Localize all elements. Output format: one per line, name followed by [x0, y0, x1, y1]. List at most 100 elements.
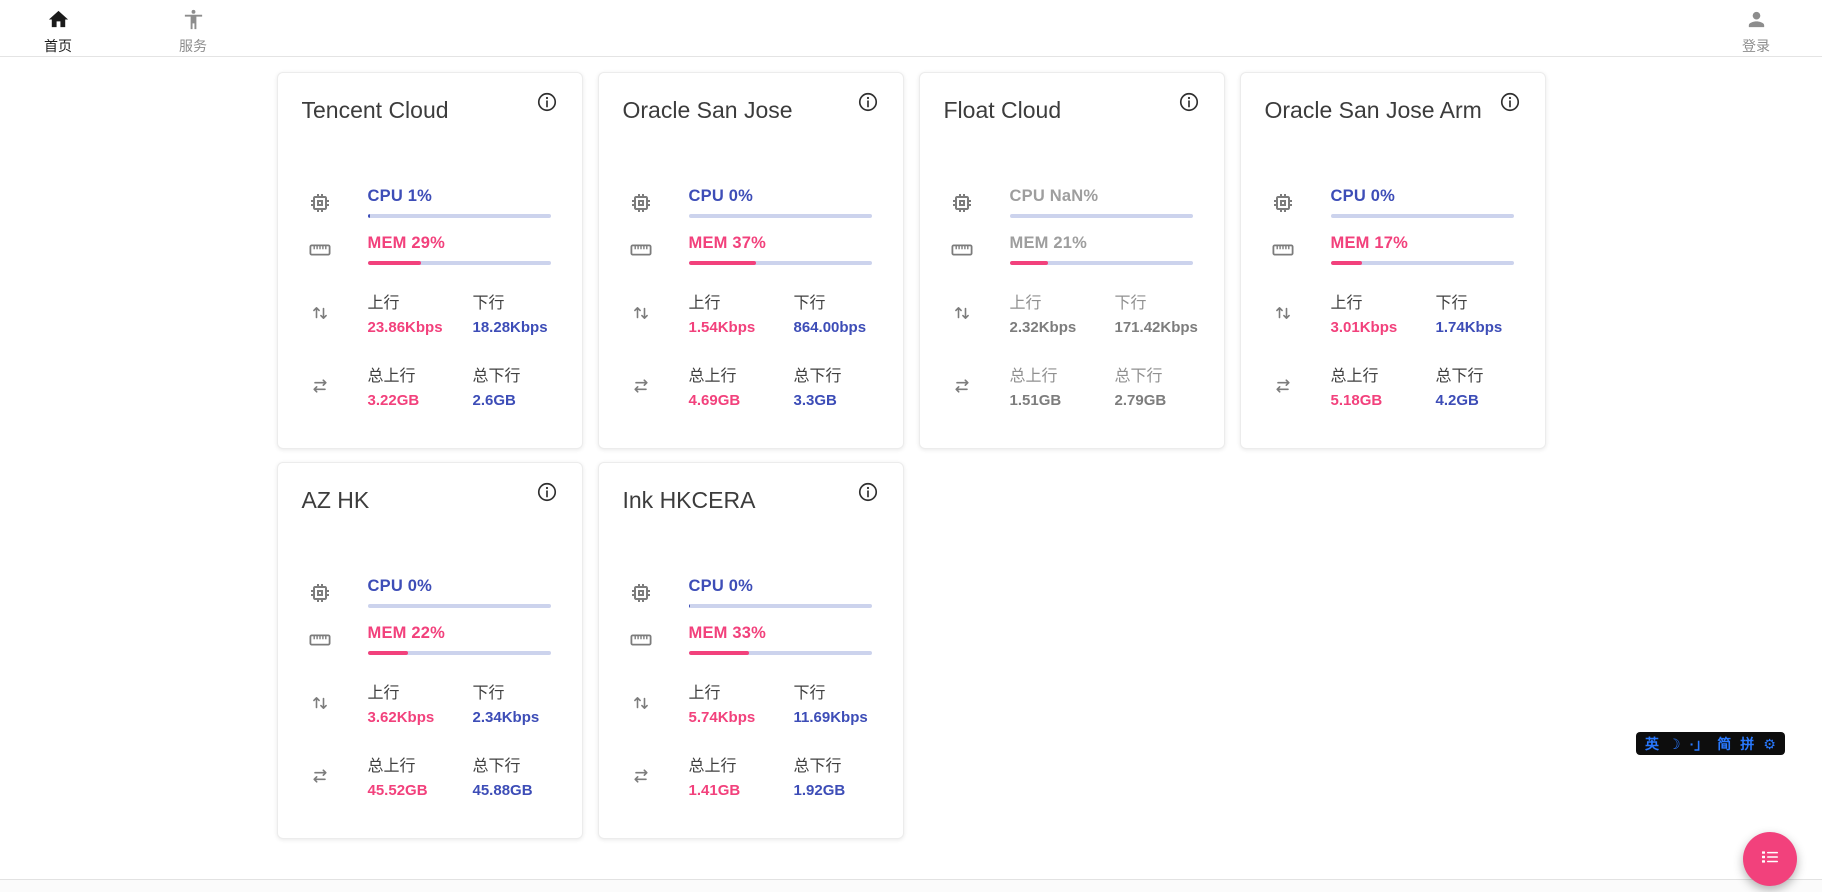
upload-value: 3.01Kbps [1330, 319, 1398, 336]
info-icon[interactable] [857, 91, 879, 113]
total-download-value: 3.3GB [793, 392, 837, 409]
top-nav: 首页 服务 登录 [0, 0, 1822, 57]
updown-arrows-icon [629, 691, 653, 715]
ime-simplified[interactable]: 简 [1717, 735, 1732, 752]
cpu-progress-track [1330, 214, 1514, 218]
mem-progress-track [688, 651, 872, 655]
upload-value: 3.62Kbps [367, 709, 435, 726]
server-card: Oracle San Jose Arm CPU 0% [1239, 72, 1546, 449]
download-label: 下行 [472, 295, 505, 312]
cpu-progress-fill [688, 604, 691, 608]
nav-item-login[interactable]: 登录 [1714, 4, 1798, 53]
cpu-progress-fill [367, 214, 371, 218]
cpu-progress-track [688, 214, 872, 218]
upload-label: 上行 [1009, 295, 1042, 312]
swap-horiz-icon [308, 374, 332, 398]
info-icon[interactable] [1178, 91, 1200, 113]
cpu-usage-label: CPU 0% [367, 577, 432, 595]
cpu-chip-icon [308, 581, 332, 605]
total-upload-value: 4.69GB [688, 392, 741, 409]
total-download-value: 2.6GB [472, 392, 516, 409]
server-name: Oracle San Jose Arm [1264, 97, 1482, 123]
total-upload-label: 总上行 [688, 368, 737, 385]
server-name: Ink HKCERA [622, 487, 756, 513]
ime-pinyin[interactable]: 拼 [1740, 735, 1755, 752]
updown-arrows-icon [308, 301, 332, 325]
nav-item-label: 登录 [1742, 37, 1770, 54]
mem-usage-label: MEM 33% [688, 624, 767, 642]
memory-stick-icon [629, 238, 653, 262]
total-download-label: 总下行 [1114, 368, 1163, 385]
updown-arrows-icon [629, 301, 653, 325]
updown-arrows-icon [950, 301, 974, 325]
server-name: Float Cloud [943, 97, 1062, 123]
mem-usage-label: MEM 21% [1009, 234, 1088, 252]
total-download-label: 总下行 [793, 758, 842, 775]
ime-gear-icon[interactable]: ⚙ [1763, 735, 1776, 752]
cpu-usage-label: CPU 0% [1330, 187, 1395, 205]
ime-lang-toggle[interactable]: 英 [1645, 735, 1659, 752]
info-icon[interactable] [536, 481, 558, 503]
list-icon [1758, 845, 1782, 874]
memory-stick-icon [308, 628, 332, 652]
server-card: Float Cloud CPU NaN% [918, 72, 1225, 449]
info-icon[interactable] [857, 481, 879, 503]
nav-item-services[interactable]: 服务 [151, 4, 235, 53]
total-download-label: 总下行 [472, 758, 521, 775]
updown-arrows-icon [308, 691, 332, 715]
swap-horiz-icon [1271, 374, 1295, 398]
home-icon [47, 8, 70, 36]
cpu-progress-track [367, 604, 551, 608]
download-label: 下行 [472, 685, 505, 702]
server-list-fab[interactable] [1743, 832, 1797, 886]
mem-usage-label: MEM 22% [367, 624, 446, 642]
server-name: AZ HK [301, 487, 370, 513]
memory-stick-icon [950, 238, 974, 262]
ime-halfwidth-icon[interactable]: ☽ [1668, 735, 1681, 752]
server-card: Oracle San Jose CPU 0% [597, 72, 904, 449]
cpu-progress-track [367, 214, 551, 218]
total-upload-label: 总上行 [1330, 368, 1379, 385]
cpu-progress-track [688, 604, 872, 608]
download-value: 11.69Kbps [793, 709, 868, 726]
total-upload-label: 总上行 [367, 368, 416, 385]
server-name: Oracle San Jose [622, 97, 793, 123]
nav-item-label: 首页 [44, 37, 72, 54]
swap-horiz-icon [629, 764, 653, 788]
mem-progress-track [1330, 261, 1514, 265]
total-download-value: 2.79GB [1114, 392, 1167, 409]
accessibility-icon [182, 8, 205, 36]
total-upload-value: 3.22GB [367, 392, 420, 409]
download-value: 18.28Kbps [472, 319, 548, 336]
mem-progress-fill [1009, 261, 1048, 265]
total-upload-value: 1.51GB [1009, 392, 1062, 409]
upload-label: 上行 [688, 295, 721, 312]
swap-horiz-icon [308, 764, 332, 788]
upload-label: 上行 [367, 295, 400, 312]
cpu-progress-track [1009, 214, 1193, 218]
total-upload-label: 总上行 [1009, 368, 1058, 385]
info-icon[interactable] [1499, 91, 1521, 113]
cpu-usage-label: CPU 1% [367, 187, 432, 205]
total-upload-value: 45.52GB [367, 782, 428, 799]
download-label: 下行 [1435, 295, 1468, 312]
nav-item-home[interactable]: 首页 [16, 4, 100, 53]
total-download-value: 4.2GB [1435, 392, 1479, 409]
upload-label: 上行 [688, 685, 721, 702]
upload-value: 23.86Kbps [367, 319, 443, 336]
ime-punct-icon[interactable]: ·」 [1689, 735, 1709, 752]
mem-usage-label: MEM 29% [367, 234, 446, 252]
total-download-label: 总下行 [1435, 368, 1484, 385]
cpu-chip-icon [950, 191, 974, 215]
person-icon [1745, 8, 1768, 36]
footer-strip [0, 879, 1822, 892]
total-upload-value: 1.41GB [688, 782, 741, 799]
mem-progress-track [367, 651, 551, 655]
server-card: Tencent Cloud CPU 1% [276, 72, 583, 449]
ime-status-bar: 英 ☽ ·」 简 拼 ⚙ [1636, 732, 1785, 755]
cpu-usage-label: CPU 0% [688, 187, 753, 205]
info-icon[interactable] [536, 91, 558, 113]
memory-stick-icon [629, 628, 653, 652]
mem-progress-fill [367, 261, 421, 265]
